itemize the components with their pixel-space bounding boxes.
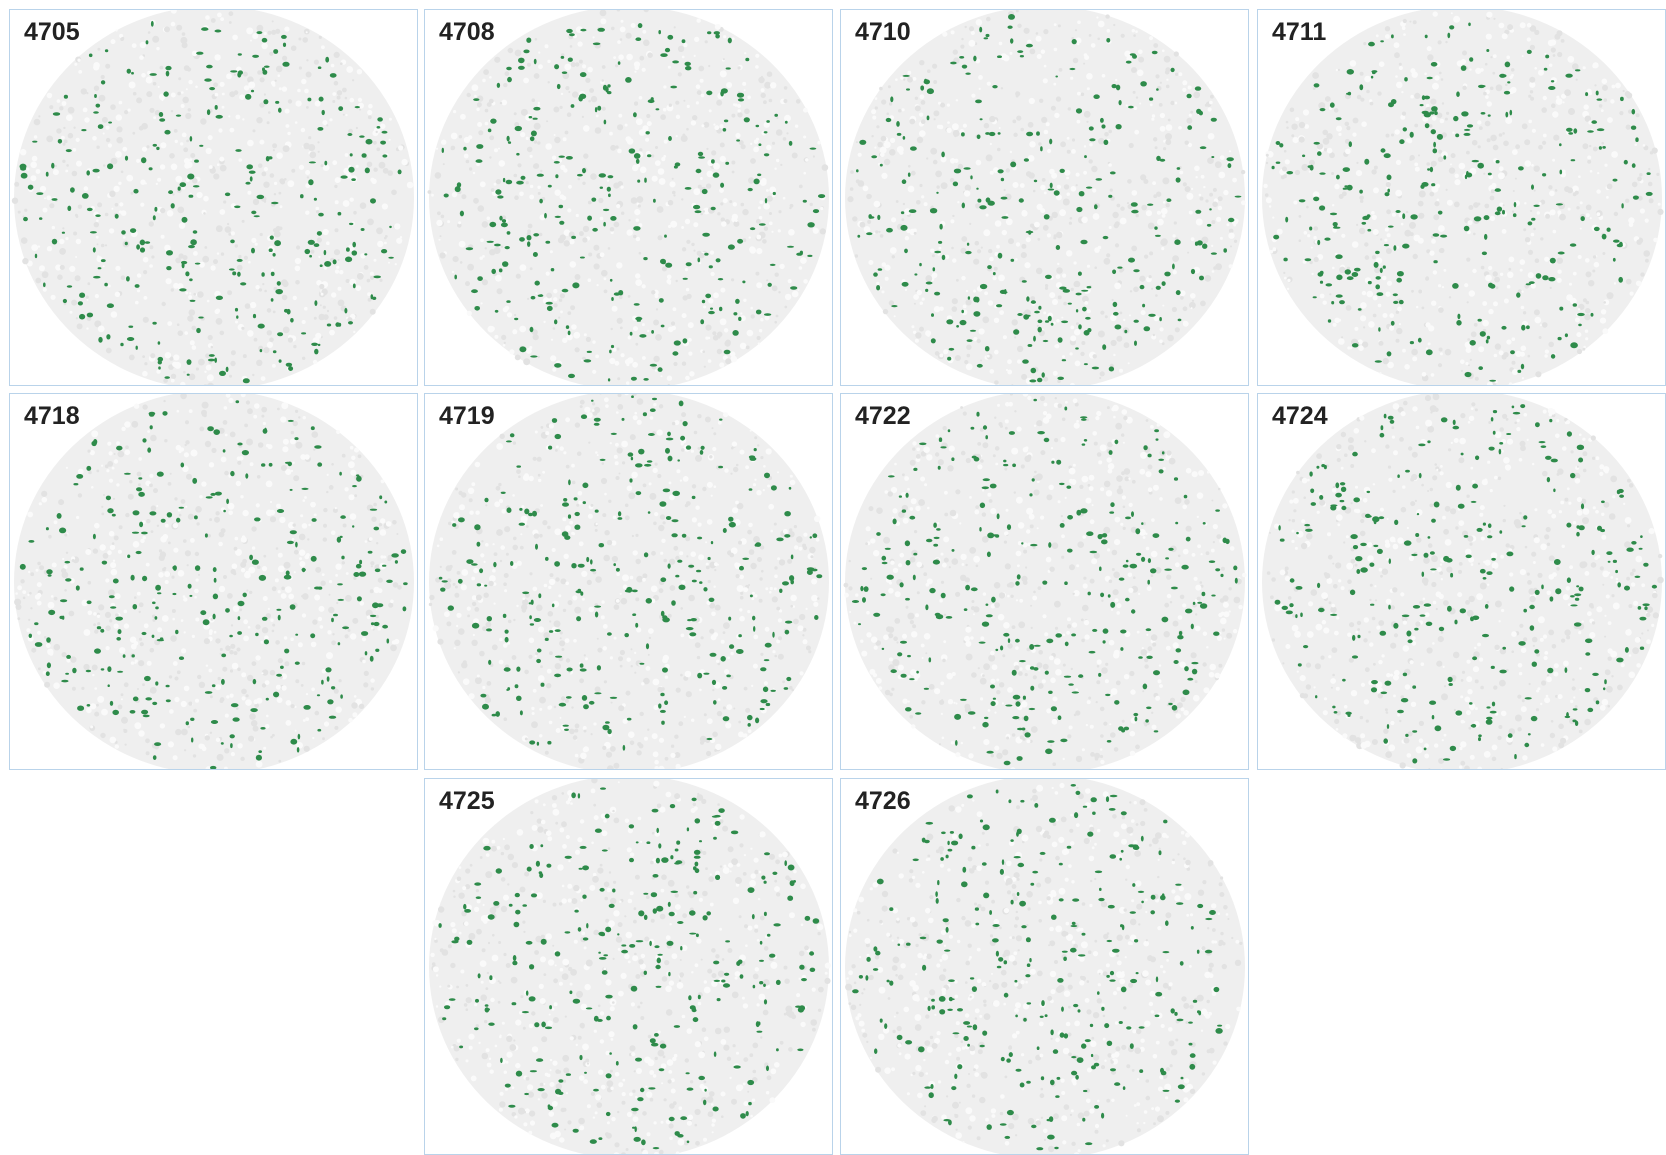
panel-label: 4708 (439, 18, 495, 47)
well-panel: 4710 (840, 9, 1249, 386)
well-panel: 4724 (1257, 393, 1666, 770)
panel-label: 4725 (439, 787, 495, 816)
well-image (1258, 10, 1666, 386)
well-image (425, 779, 833, 1155)
panel-label: 4724 (1272, 402, 1328, 431)
well-area (14, 10, 414, 386)
well-panel: 4726 (840, 778, 1249, 1155)
well-image (841, 10, 1249, 386)
panel-label: 4722 (855, 402, 911, 431)
well-panel: 4711 (1257, 9, 1666, 386)
well-panel: 4722 (840, 393, 1249, 770)
well-image (1258, 394, 1666, 770)
panel-label: 4719 (439, 402, 495, 431)
panel-label: 4726 (855, 787, 911, 816)
well-image (841, 779, 1249, 1155)
panel-label: 4718 (24, 402, 80, 431)
panel-label: 4710 (855, 18, 911, 47)
well-panel: 4708 (424, 9, 833, 386)
well-panel: 4725 (424, 778, 833, 1155)
well-image (841, 394, 1249, 770)
well-image (10, 394, 418, 770)
well-panel: 4719 (424, 393, 833, 770)
well-image (425, 394, 833, 770)
well-area (429, 779, 829, 1155)
well-panel: 4705 (9, 9, 418, 386)
panel-label: 4711 (1272, 18, 1326, 47)
well-image (425, 10, 833, 386)
well-panel: 4718 (9, 393, 418, 770)
well-image (10, 10, 418, 386)
panel-label: 4705 (24, 18, 80, 47)
